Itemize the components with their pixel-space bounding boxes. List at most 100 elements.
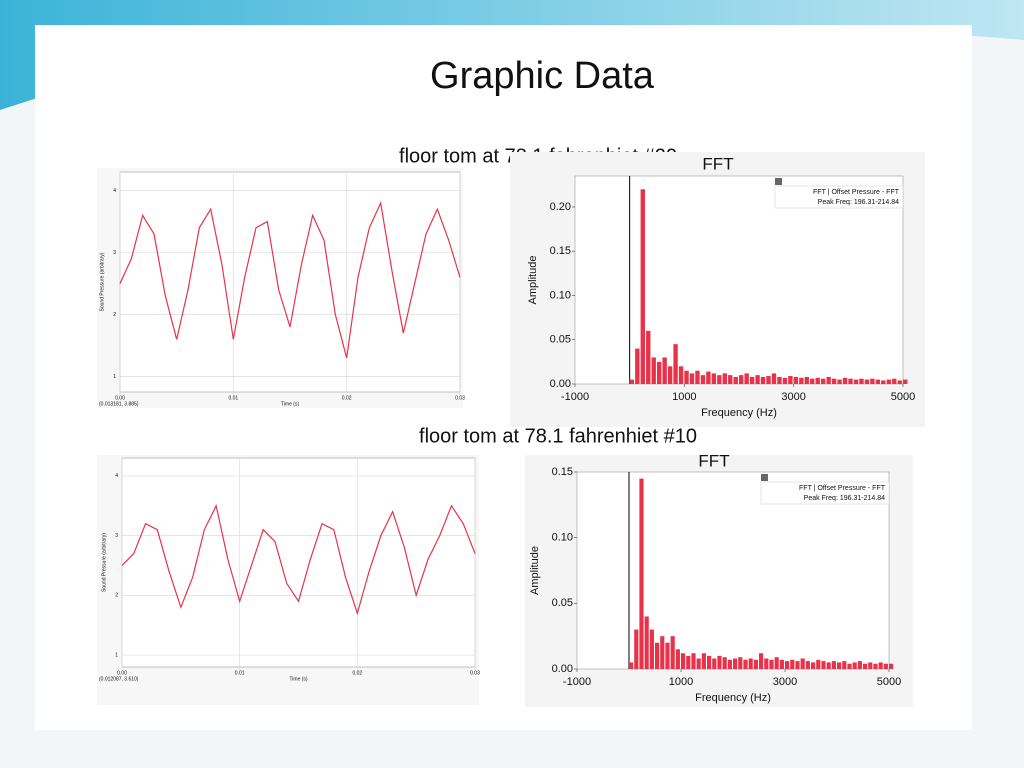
y-axis-label: Sound Pressure (arbitrary) [99, 252, 105, 311]
legend-annotation: Peak Freq: 196.31-214.84 [818, 199, 899, 206]
y-tick-label: 3 [115, 533, 118, 539]
x-axis-label: Frequency (Hz) [695, 692, 771, 704]
spectrum-bar [864, 379, 870, 384]
y-tick-label: 0.00 [552, 663, 573, 675]
spectrum-bar [881, 380, 886, 384]
spectrum-bar [897, 380, 902, 384]
spectrum-bar [774, 657, 779, 669]
spectrum-bar [795, 661, 800, 669]
x-tick-label: -1000 [561, 391, 589, 403]
spectrum-bar [875, 379, 881, 384]
spectrum-bar [748, 658, 753, 669]
spectrum-bar [649, 629, 654, 669]
spectrum-bar [686, 655, 691, 669]
spectrum-bar [848, 378, 853, 384]
spectrum-bar [800, 658, 805, 669]
spectrum-bar [870, 378, 875, 384]
spectrum-bar [799, 377, 804, 384]
spectrum-bar [811, 662, 816, 669]
spectrum-bar [634, 629, 639, 669]
plot-area [119, 171, 461, 393]
y-tick-label: 1 [113, 374, 116, 380]
spectrum-bar [696, 658, 701, 669]
x-axis-label: Time (s) [289, 676, 307, 682]
x-tick-label: 5000 [877, 676, 901, 688]
waveform-line [121, 503, 476, 616]
spectrum-bar [629, 662, 634, 669]
y-axis-label: Amplitude [529, 546, 541, 595]
spectrum-bar [662, 357, 667, 384]
y-tick-label: 0.05 [552, 597, 573, 609]
x-tick-label: 0.01 [235, 670, 245, 676]
x-tick-label: 0.00 [115, 395, 125, 401]
y-tick-label: 1 [115, 652, 118, 658]
y-tick-label: 0.05 [550, 334, 571, 346]
spectrum-bar [868, 662, 873, 669]
spectrum-bar [771, 373, 777, 384]
spectrum-bar [889, 663, 894, 669]
legend-swatch [775, 178, 782, 185]
x-tick-label: 3000 [781, 391, 805, 403]
spectrum-bar [665, 642, 670, 669]
spectrum-bar [863, 663, 868, 669]
x-tick-label: 1000 [669, 676, 693, 688]
y-tick-label: 0.00 [550, 378, 571, 390]
spectrum-bar [678, 366, 684, 384]
y-axis-label: Sound Pressure (arbitrary) [101, 533, 107, 592]
x-tick-label: 0.01 [228, 395, 238, 401]
spectrum-bar [733, 658, 738, 669]
spectrum-bar [701, 653, 706, 669]
spectrum-bar [712, 658, 717, 669]
spectrum-bar [722, 373, 727, 384]
waveform-line [119, 200, 461, 359]
y-axis-label: Amplitude [527, 256, 539, 305]
x-tick-label: 0.02 [352, 670, 362, 676]
spectrum-bar [738, 657, 743, 669]
spectrum-bar [722, 657, 727, 669]
x-tick-label: 1000 [672, 391, 696, 403]
spectrum-bar [816, 659, 821, 669]
spectrum-bar [657, 361, 662, 384]
x-tick-label: 0.00 [117, 670, 127, 676]
spectrum-bar [842, 661, 847, 669]
chart-title: FFT [698, 451, 729, 470]
y-tick-label: 2 [113, 312, 116, 318]
spectrum-bar [755, 375, 760, 384]
spectrum-bar [727, 659, 732, 669]
x-tick-label: 0.02 [342, 395, 352, 401]
y-tick-label: 0.15 [550, 245, 571, 257]
spectrum-bar [681, 653, 686, 669]
x-tick-label: 3000 [773, 676, 797, 688]
spectrum-bar [790, 659, 795, 669]
spectrum-bar [639, 478, 644, 669]
spectrum-bar [793, 376, 799, 384]
spectrum-bar [760, 376, 766, 384]
spectrum-bar [764, 658, 769, 669]
spectrum-bar [711, 373, 717, 384]
spectrum-bar [873, 663, 878, 669]
spectrum-bar [691, 653, 696, 669]
y-tick-label: 0.10 [552, 532, 573, 544]
spectrum-bar [826, 662, 831, 669]
spectrum-bar [635, 348, 640, 384]
spectrum-bar [707, 655, 712, 669]
spectrum-bar [857, 661, 862, 669]
spectrum-bar [788, 376, 793, 384]
x-tick-label: 5000 [891, 391, 915, 403]
legend-entry: FFT | Offset Pressure - FFT [813, 189, 900, 196]
y-tick-label: 0.20 [550, 201, 571, 213]
spectrum-bar [769, 659, 774, 669]
spectrum-bar [782, 377, 788, 384]
spectrum-bar [892, 378, 897, 384]
spectrum-bar [673, 344, 678, 384]
spectrum-bar [684, 370, 689, 384]
legend-box [774, 185, 904, 209]
spectrum-bar [831, 378, 837, 384]
y-tick-label: 3 [113, 250, 116, 256]
spectrum-bar [777, 376, 782, 384]
spectrum-bar [759, 653, 764, 669]
spectrum-bar [739, 375, 744, 384]
spectrum-bar [667, 366, 673, 384]
spectrum-bar [646, 330, 651, 384]
spectrum-bar [717, 655, 722, 669]
